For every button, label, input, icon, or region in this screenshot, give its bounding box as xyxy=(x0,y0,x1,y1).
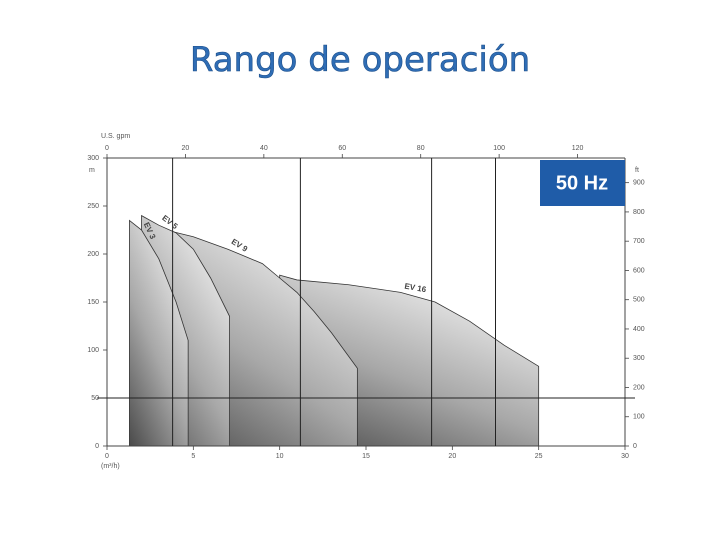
operating-area xyxy=(129,219,189,447)
y2-tick-label: 300 xyxy=(633,355,645,362)
x2-axis-label: U.S. gpm xyxy=(101,133,130,140)
y2-tick-label: 700 xyxy=(633,238,645,245)
y2-tick-label: 600 xyxy=(633,267,645,274)
x-tick-label: 5 xyxy=(191,453,195,460)
y-tick-label: 50 xyxy=(91,395,99,402)
y-tick-label: 0 xyxy=(95,443,99,450)
badge-text: 50 Hz xyxy=(556,172,608,194)
y-axis-label: m xyxy=(89,167,95,174)
x-tick-label: 10 xyxy=(276,453,284,460)
x2-tick-label: 40 xyxy=(260,145,268,152)
y2-tick-label: 100 xyxy=(633,414,645,421)
y2-tick-label: 500 xyxy=(633,297,645,304)
y2-axis-label: ft xyxy=(635,167,639,174)
x2-tick-label: 20 xyxy=(182,145,190,152)
y2-tick-label: 900 xyxy=(633,180,645,187)
y2-tick-label: 800 xyxy=(633,209,645,216)
x2-tick-label: 100 xyxy=(493,145,505,152)
y-tick-label: 250 xyxy=(87,203,99,210)
y-tick-label: 150 xyxy=(87,299,99,306)
x2-tick-label: 120 xyxy=(572,145,584,152)
x-tick-label: 30 xyxy=(621,453,629,460)
y-tick-label: 100 xyxy=(87,347,99,354)
x-tick-label: 25 xyxy=(535,453,543,460)
y2-tick-label: 400 xyxy=(633,326,645,333)
y-tick-label: 300 xyxy=(87,155,99,162)
y2-tick-label: 0 xyxy=(633,443,637,450)
slide-title: Rango de operación xyxy=(189,40,531,81)
x-tick-label: 20 xyxy=(448,453,456,460)
x2-tick-label: 0 xyxy=(105,145,109,152)
series-label: EV 16 xyxy=(404,282,428,295)
x-tick-label: 0 xyxy=(105,453,109,460)
y-tick-label: 200 xyxy=(87,251,99,258)
x2-tick-label: 80 xyxy=(417,145,425,152)
y2-tick-label: 200 xyxy=(633,384,645,391)
x2-tick-label: 60 xyxy=(338,145,346,152)
x-axis-label: (m³/h) xyxy=(101,463,120,470)
badge xyxy=(540,160,625,206)
x-tick-label: 15 xyxy=(362,453,370,460)
